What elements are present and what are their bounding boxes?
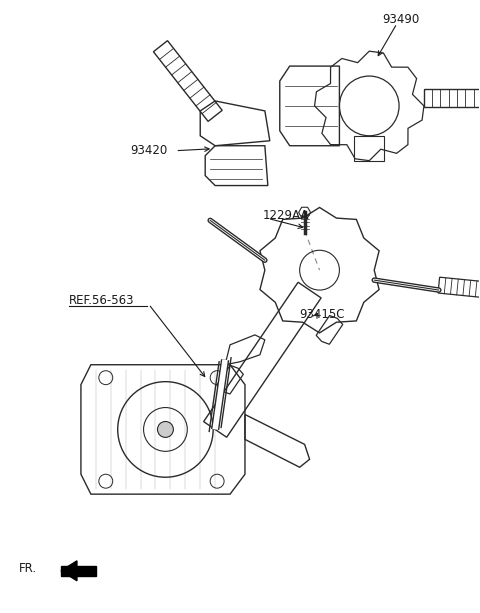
Text: 1229AA: 1229AA: [263, 209, 309, 222]
Polygon shape: [61, 561, 77, 581]
Polygon shape: [61, 566, 96, 576]
Text: 93420: 93420: [131, 144, 168, 157]
Text: 93415C: 93415C: [300, 308, 345, 321]
Text: FR.: FR.: [19, 562, 37, 576]
Circle shape: [157, 422, 173, 438]
Text: REF.56-563: REF.56-563: [69, 294, 134, 306]
Text: 93490: 93490: [382, 13, 420, 26]
